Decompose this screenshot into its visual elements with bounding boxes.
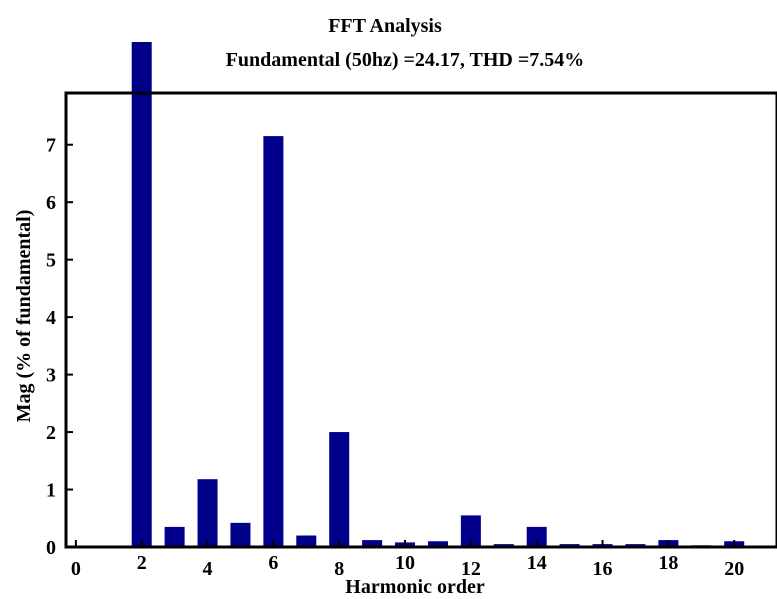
bar-h4	[197, 479, 218, 547]
x-tick-label: 8	[334, 558, 344, 580]
bar-h5	[230, 522, 251, 547]
y-tick-label: 7	[46, 135, 56, 157]
y-tick-label: 2	[46, 422, 56, 444]
y-axis-label: Mag (% of fundamental)	[13, 210, 35, 423]
plot-frame	[64, 91, 777, 549]
y-tick-label: 5	[46, 250, 56, 272]
x-tick-label: 2	[137, 552, 147, 574]
bar-h14	[526, 526, 547, 547]
y-tick-label: 1	[46, 480, 56, 502]
bars-layer	[98, 42, 777, 548]
bar-h3	[164, 526, 185, 547]
y-axis: 0 1 2 3 4 5 6 7	[46, 135, 73, 559]
bar-h7	[296, 535, 317, 547]
bar-h9	[362, 540, 383, 547]
x-tick-label: 10	[395, 552, 415, 574]
x-tick-label: 0	[71, 558, 81, 580]
x-tick-label: 14	[527, 552, 547, 574]
chart-subtitle: Fundamental (50hz) =24.17, THD =7.54%	[226, 49, 585, 71]
bar-h8	[329, 432, 350, 547]
bar-h2	[131, 42, 152, 547]
y-tick-label: 0	[46, 537, 56, 559]
chart-title: FFT Analysis	[328, 15, 442, 37]
x-tick-label: 18	[658, 552, 678, 574]
x-axis: 0 2 4 6 8 10 12 14 16 18 20	[71, 540, 744, 580]
x-tick-label: 20	[724, 558, 744, 580]
y-tick-label: 6	[46, 192, 56, 214]
bar-h12	[460, 515, 481, 547]
x-tick-label: 16	[593, 558, 613, 580]
bar-h6	[263, 136, 284, 548]
bar-h11	[427, 541, 448, 547]
x-axis-label: Harmonic order	[345, 576, 485, 598]
x-tick-label: 6	[268, 552, 278, 574]
y-tick-label: 4	[46, 307, 56, 329]
y-tick-label: 3	[46, 365, 56, 387]
x-tick-label: 4	[203, 558, 213, 580]
x-tick-label: 12	[461, 558, 481, 580]
